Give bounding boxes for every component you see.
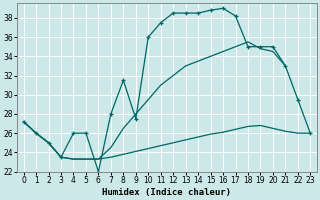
X-axis label: Humidex (Indice chaleur): Humidex (Indice chaleur) bbox=[102, 188, 231, 197]
